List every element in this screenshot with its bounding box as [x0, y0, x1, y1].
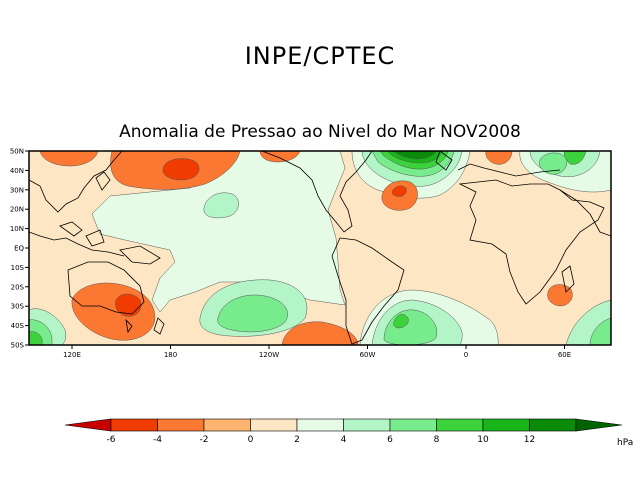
colorbar-segment	[343, 418, 391, 432]
colorbar-segment	[110, 418, 158, 432]
colorbar-tick-label: 8	[434, 435, 440, 445]
colorbar-tick-label: 0	[248, 435, 254, 445]
colorbar: -6 -4 -2 0 2 4 6 8 10 12 hPa	[64, 418, 633, 448]
map-title: Anomalia de Pressao ao Nivel do Mar NOV2…	[119, 122, 521, 142]
longitude-label: 180	[164, 351, 177, 359]
colorbar-tick-label: 10	[477, 435, 489, 445]
latitude-axis: 50N 40N 30N 20N 10N EQ 10S 20S 30S 40S 50S	[10, 148, 29, 350]
longitude-label: 60E	[558, 351, 571, 359]
positive-anomaly-pacific	[91, 151, 346, 313]
longitude-label: 120W	[259, 351, 279, 359]
institution-title: INPE/CPTEC	[244, 42, 396, 70]
anomaly-fields	[29, 151, 611, 345]
negative-anomaly-south-africa	[547, 284, 573, 307]
latitude-label: 40S	[11, 322, 25, 330]
longitude-label: 60W	[360, 351, 376, 359]
latitude-label: 10N	[10, 225, 24, 233]
latitude-label: 10S	[11, 264, 25, 272]
negative-anomaly-southeast-pacific	[281, 321, 359, 345]
colorbar-arrow-low	[64, 418, 112, 432]
latitude-label: 30S	[11, 303, 25, 311]
negative-anomaly-northwest	[39, 151, 99, 167]
colorbar-segment	[203, 418, 251, 432]
colorbar-segment	[482, 418, 530, 432]
colorbar-tick-label: 12	[524, 435, 535, 445]
colorbar-segment	[296, 418, 344, 432]
latitude-label: 50S	[11, 342, 25, 350]
colorbar-tick-label: 4	[341, 435, 347, 445]
longitude-axis: 120E 180 120W 60W 0 60E	[63, 345, 571, 359]
latitude-label: EQ	[14, 245, 24, 253]
colorbar-tick-label: -2	[200, 435, 209, 445]
colorbar-segment	[157, 418, 205, 432]
colorbar-segment	[250, 418, 298, 432]
colorbar-segment	[529, 418, 577, 432]
latitude-label: 20N	[10, 206, 24, 214]
longitude-label: 120E	[63, 351, 81, 359]
latitude-label: 50N	[10, 148, 24, 156]
colorbar-tick-label: -4	[153, 435, 162, 445]
colorbar-unit: hPa	[617, 438, 633, 448]
latitude-label: 20S	[11, 283, 25, 291]
colorbar-segment	[436, 418, 484, 432]
coastlines	[29, 151, 611, 345]
colorbar-tick-label: 2	[294, 435, 300, 445]
colorbar-arrow-high	[575, 418, 623, 432]
colorbar-tick-label: -6	[107, 435, 116, 445]
latitude-label: 30N	[10, 186, 24, 194]
longitude-label: 0	[464, 351, 468, 359]
positive-anomaly-east-pacific	[203, 192, 239, 219]
latitude-label: 40N	[10, 167, 24, 175]
colorbar-tick-label: 6	[387, 435, 393, 445]
colorbar-segment	[389, 418, 437, 432]
